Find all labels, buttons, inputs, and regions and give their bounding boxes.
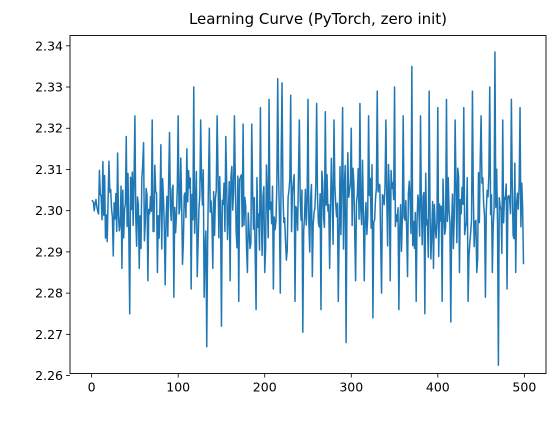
y-tick-label: 2.28 — [35, 286, 63, 301]
chart-title: Learning Curve (PyTorch, zero init) — [189, 10, 447, 28]
y-tick-label: 2.26 — [35, 368, 63, 383]
series-line — [91, 51, 525, 367]
x-tick-label: 200 — [253, 380, 277, 395]
x-tick-label: 0 — [88, 380, 96, 395]
y-tick-label: 2.30 — [35, 203, 63, 218]
x-tick-label: 300 — [339, 380, 363, 395]
y-tick-label: 2.27 — [35, 327, 63, 342]
plot-area — [91, 51, 525, 367]
x-tick-label: 100 — [166, 380, 190, 395]
y-axis: 2.26 2.27 2.28 2.29 2.30 2.31 2.32 2.33 2.34 — [35, 38, 70, 383]
axes-frame — [69, 35, 547, 374]
y-tick-label: 2.33 — [35, 80, 63, 95]
y-tick-label: 2.29 — [35, 244, 63, 259]
y-tick-label: 2.34 — [35, 38, 63, 53]
x-axis: 0 100 200 300 400 500 — [88, 373, 536, 395]
y-tick-label: 2.31 — [35, 162, 63, 177]
x-tick-label: 400 — [426, 380, 450, 395]
x-tick-label: 500 — [512, 380, 536, 395]
y-tick-label: 2.32 — [35, 121, 63, 136]
